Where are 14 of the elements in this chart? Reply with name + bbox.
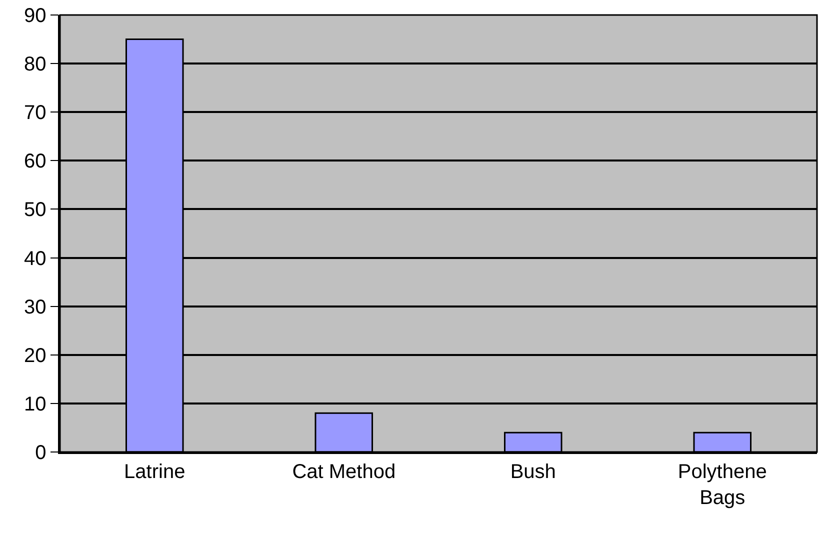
y-tick-label: 90 [24,5,46,27]
x-tick-label: Latrine [124,460,186,483]
y-tick-label: 10 [24,393,46,416]
y-tick-label: 50 [24,199,46,222]
y-tick-label: 60 [24,150,46,173]
y-tick-label: 0 [35,442,46,464]
y-tick-label: 80 [24,54,46,76]
y-tick-label: 70 [24,102,46,124]
x-tick-label: Bush [510,460,556,483]
y-tick-label: 30 [24,296,46,318]
x-tick-label: Cat Method [292,460,396,483]
y-tick-label: 20 [24,344,46,367]
y-tick-label: 40 [24,248,46,270]
x-tick-label: Polythene Bags [678,460,767,509]
